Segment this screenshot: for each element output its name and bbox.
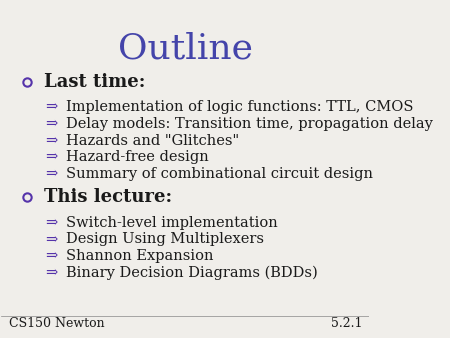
- Text: 5.2.1: 5.2.1: [331, 317, 362, 330]
- Text: Binary Decision Diagrams (BDDs): Binary Decision Diagrams (BDDs): [66, 266, 318, 280]
- Text: Delay models: Transition time, propagation delay: Delay models: Transition time, propagati…: [66, 117, 433, 131]
- Text: ⇒: ⇒: [45, 100, 57, 114]
- Text: Shannon Expansion: Shannon Expansion: [66, 249, 213, 263]
- Text: ⇒: ⇒: [45, 266, 57, 280]
- Text: Last time:: Last time:: [44, 73, 145, 91]
- Text: ⇒: ⇒: [45, 167, 57, 181]
- Text: ⇒: ⇒: [45, 216, 57, 230]
- Text: ⇒: ⇒: [45, 134, 57, 147]
- Text: Outline: Outline: [118, 31, 253, 66]
- Text: CS150 Newton: CS150 Newton: [9, 317, 104, 330]
- Text: Implementation of logic functions: TTL, CMOS: Implementation of logic functions: TTL, …: [66, 100, 413, 114]
- Text: This lecture:: This lecture:: [44, 189, 172, 207]
- Text: Summary of combinational circuit design: Summary of combinational circuit design: [66, 167, 373, 181]
- Text: ⇒: ⇒: [45, 233, 57, 246]
- Text: Design Using Multiplexers: Design Using Multiplexers: [66, 233, 264, 246]
- Text: ⇒: ⇒: [45, 117, 57, 131]
- Text: ⇒: ⇒: [45, 150, 57, 164]
- Text: Hazard-free design: Hazard-free design: [66, 150, 208, 164]
- Text: Switch-level implementation: Switch-level implementation: [66, 216, 278, 230]
- Text: ⇒: ⇒: [45, 249, 57, 263]
- Text: Hazards and "Glitches": Hazards and "Glitches": [66, 134, 239, 147]
